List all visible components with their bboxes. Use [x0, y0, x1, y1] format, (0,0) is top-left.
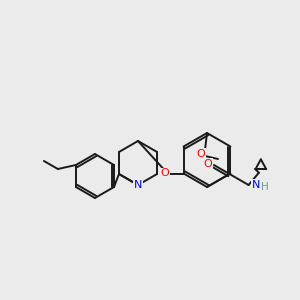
- Text: N: N: [252, 180, 260, 190]
- Text: O: O: [204, 159, 212, 169]
- Text: H: H: [261, 182, 268, 192]
- Text: N: N: [134, 180, 142, 190]
- Text: O: O: [196, 149, 206, 159]
- Text: O: O: [160, 169, 169, 178]
